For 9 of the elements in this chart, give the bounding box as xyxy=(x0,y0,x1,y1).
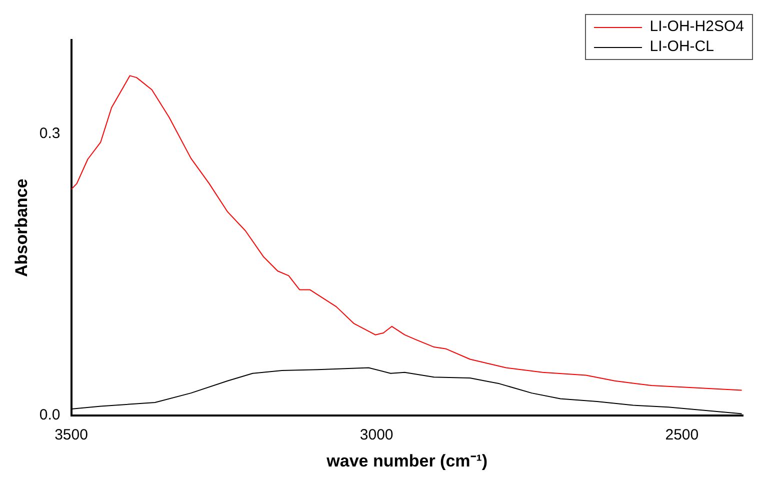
x-tick-label: 2500 xyxy=(665,426,699,444)
legend-label: LI-OH-CL xyxy=(650,37,714,57)
x-axis-title: wave number (cm⁻¹) xyxy=(326,451,488,470)
y-axis-title: Absorbance xyxy=(12,178,31,277)
legend-label: LI-OH-H2SO4 xyxy=(650,17,744,37)
x-tick-label: 3500 xyxy=(54,426,88,444)
y-tick-label: 0.0 xyxy=(39,406,60,424)
y-tick-label: 0.3 xyxy=(39,125,60,142)
x-tick-label: 3000 xyxy=(360,426,394,444)
